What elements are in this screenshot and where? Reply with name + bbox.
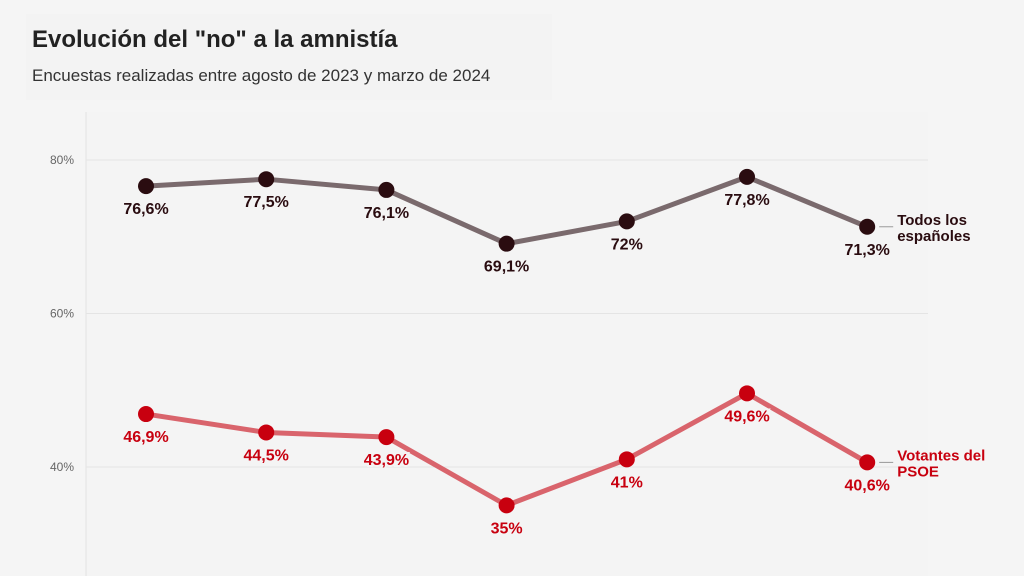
series-label: españoles (897, 228, 970, 245)
chart-header: Evolución del "no" a la amnistía Encuest… (26, 14, 552, 100)
data-point (618, 213, 635, 230)
chart-title: Evolución del "no" a la amnistía (32, 26, 398, 53)
y-tick-label: 60% (50, 307, 74, 321)
data-label: 77,8% (724, 192, 769, 209)
data-point (739, 168, 755, 185)
series-label: Votantes del (897, 447, 985, 464)
data-label: 76,6% (123, 201, 168, 218)
series-label: Todos los (897, 212, 967, 229)
y-tick-label: 80% (50, 153, 74, 167)
data-label: 46,9% (123, 429, 168, 446)
y-tick-label: 40% (50, 460, 74, 474)
data-point (618, 451, 635, 468)
data-label: 49,6% (724, 408, 769, 425)
data-label: 71,3% (845, 242, 890, 259)
data-label: 35% (491, 520, 523, 537)
data-point (378, 181, 395, 198)
data-label: 43,9% (364, 452, 409, 469)
data-label: 40,6% (845, 477, 890, 494)
data-label: 77,5% (244, 194, 289, 211)
data-point (258, 171, 275, 188)
data-point (859, 218, 876, 235)
data-label: 69,1% (484, 259, 529, 276)
data-label: 72% (611, 236, 643, 253)
series-label: PSOE (897, 463, 939, 480)
data-point (378, 429, 395, 446)
data-label: 41% (611, 474, 643, 491)
data-label: 44,5% (244, 447, 289, 464)
data-point (498, 235, 515, 252)
data-point (739, 385, 755, 402)
data-point (258, 424, 275, 441)
data-label: 76,1% (364, 205, 409, 222)
chart-subtitle: Encuestas realizadas entre agosto de 202… (32, 66, 491, 85)
data-point (498, 497, 515, 514)
data-point (138, 178, 154, 195)
data-point (138, 406, 154, 423)
data-point (859, 454, 876, 471)
